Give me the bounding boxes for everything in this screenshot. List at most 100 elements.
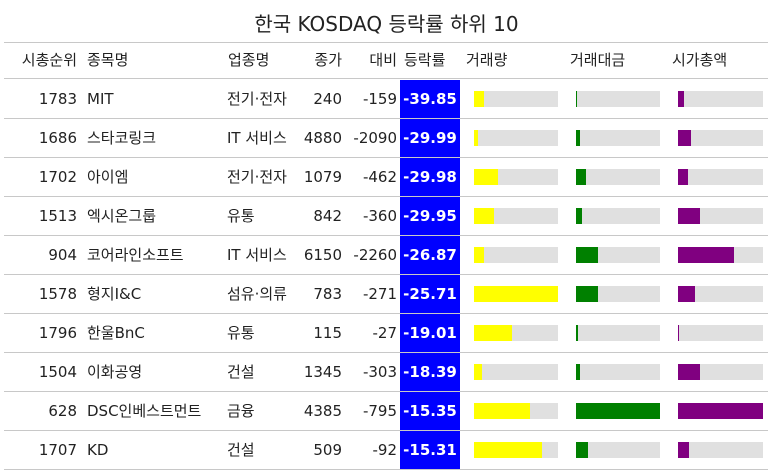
header-sector: 업종명 [228, 51, 270, 69]
cap-bar [678, 169, 688, 185]
cell-name: 아이엠 [87, 168, 129, 186]
volume-bar [474, 247, 484, 263]
cell-rank: 628 [48, 402, 77, 420]
volume-bar [474, 130, 478, 146]
cap-track [678, 403, 763, 419]
header-volume: 거래량 [466, 51, 508, 69]
cell-rate: -29.99 [403, 129, 457, 147]
cell-rate: -15.35 [403, 402, 457, 420]
volume-bar [474, 169, 498, 185]
amount-bar [576, 403, 660, 419]
cell-name: 형지I&C [87, 285, 142, 303]
volume-bar [474, 403, 530, 419]
header-rank: 시총순위 [21, 51, 77, 69]
cell-rank: 1702 [38, 168, 77, 186]
amount-track [576, 91, 660, 107]
cell-price: 783 [313, 285, 342, 303]
cap-track [678, 442, 763, 458]
amount-track [576, 286, 660, 302]
cell-name: 이화공영 [87, 363, 143, 381]
cell-rank: 1513 [38, 207, 77, 225]
volume-bar [474, 325, 512, 341]
amount-track [576, 403, 660, 419]
cell-name: MIT [87, 90, 114, 108]
amount-bar [576, 91, 577, 107]
cell-name: DSC인베스트먼트 [87, 402, 202, 420]
header-price: 종가 [314, 51, 342, 69]
amount-bar [576, 364, 580, 380]
cap-bar [678, 403, 763, 419]
cap-bar [678, 130, 691, 146]
volume-track [474, 442, 558, 458]
amount-track [576, 208, 660, 224]
cell-rate: -19.01 [403, 324, 457, 342]
cell-sector: 전기·전자 [227, 90, 287, 108]
row-rule [4, 235, 768, 236]
cell-change: -462 [362, 168, 397, 186]
row-rule [4, 391, 768, 392]
row-rule [4, 430, 768, 431]
amount-track [576, 325, 660, 341]
cell-price: 6150 [303, 246, 342, 264]
cell-change: -27 [372, 324, 398, 342]
row-rule [4, 274, 768, 275]
cell-rate: -39.85 [403, 90, 457, 108]
cap-track [678, 364, 763, 380]
cell-sector: 건설 [227, 363, 255, 381]
cap-track [678, 325, 763, 341]
cell-rate: -15.31 [403, 441, 457, 459]
amount-track [576, 169, 660, 185]
cell-rank: 1783 [38, 90, 77, 108]
cell-change: -271 [362, 285, 397, 303]
cell-change: -92 [372, 441, 398, 459]
cap-bar [678, 325, 679, 341]
volume-bar [474, 208, 494, 224]
row-rule [4, 469, 768, 470]
cell-change: -360 [362, 207, 397, 225]
rate-column-background [400, 80, 460, 470]
cell-change: -159 [362, 90, 397, 108]
cell-rate: -29.98 [403, 168, 457, 186]
amount-track [576, 364, 660, 380]
cell-rank: 904 [48, 246, 77, 264]
volume-bar [474, 364, 482, 380]
cap-track [678, 208, 763, 224]
cell-rate: -26.87 [403, 246, 457, 264]
row-rule [4, 196, 768, 197]
cap-track [678, 286, 763, 302]
amount-track [576, 247, 660, 263]
cap-track [678, 247, 763, 263]
cap-track [678, 130, 763, 146]
cell-price: 4880 [303, 129, 342, 147]
volume-track [474, 364, 558, 380]
cell-change: -303 [362, 363, 397, 381]
cell-rank: 1707 [38, 441, 77, 459]
amount-bar [576, 247, 598, 263]
cell-name: 스타코링크 [87, 129, 157, 147]
cell-sector: IT 서비스 [227, 129, 287, 147]
cap-bar [678, 286, 695, 302]
cell-price: 4385 [303, 402, 342, 420]
cell-change: -795 [362, 402, 397, 420]
header-rule [4, 78, 768, 79]
amount-track [576, 442, 660, 458]
top-rule [4, 42, 768, 43]
cell-sector: 섬유·의류 [227, 285, 287, 303]
volume-track [474, 208, 558, 224]
amount-track [576, 130, 660, 146]
volume-bar [474, 91, 484, 107]
amount-bar [576, 442, 588, 458]
volume-track [474, 130, 558, 146]
cell-price: 509 [313, 441, 342, 459]
cell-sector: 금융 [227, 402, 255, 420]
cell-price: 842 [313, 207, 342, 225]
volume-track [474, 325, 558, 341]
cap-bar [678, 91, 684, 107]
cell-price: 115 [313, 324, 342, 342]
cell-name: KD [87, 441, 109, 459]
cap-bar [678, 247, 734, 263]
header-change: 대비 [369, 51, 397, 69]
volume-track [474, 247, 558, 263]
cap-track [678, 91, 763, 107]
cell-name: 코어라인소프트 [87, 246, 184, 264]
